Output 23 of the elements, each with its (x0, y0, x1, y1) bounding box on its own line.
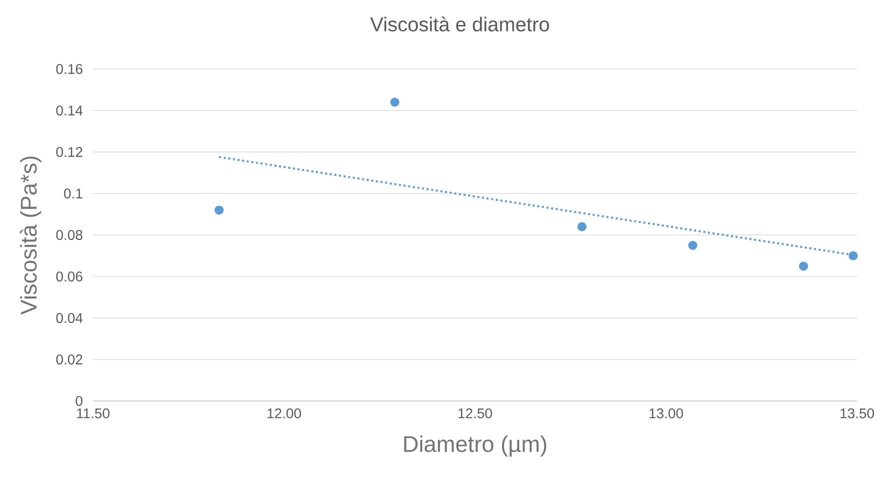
x-tick-label: 12.00 (268, 408, 301, 418)
y-tick-label: 0.1 (64, 188, 82, 198)
y-axis-title: Viscosità (Pa*s) (20, 156, 42, 315)
x-tick-label: 13.00 (650, 408, 683, 418)
y-tick-label: 0 (76, 396, 82, 406)
point (688, 240, 698, 250)
y-tick-label: 0.02 (56, 354, 82, 364)
y-tick-label: 0.08 (56, 230, 82, 240)
x-tick-label: 11.50 (77, 408, 110, 418)
y-tick-label: 0.06 (56, 272, 82, 282)
x-tick-label: 13.50 (840, 408, 874, 418)
chart-title: Viscosità e diametro (370, 16, 549, 32)
point (390, 98, 400, 107)
y-tick-label: 0.04 (56, 313, 83, 323)
y-tick-label: 0.16 (56, 64, 82, 74)
point (214, 206, 224, 215)
point (577, 222, 586, 232)
point (798, 262, 808, 271)
point (848, 251, 858, 260)
x-axis-title: Diametro (µm) (404, 435, 546, 457)
y-tick-label: 0.14 (56, 106, 83, 116)
x-tick-label: 12.50 (458, 408, 492, 418)
y-tick-label: 0.12 (56, 147, 82, 157)
